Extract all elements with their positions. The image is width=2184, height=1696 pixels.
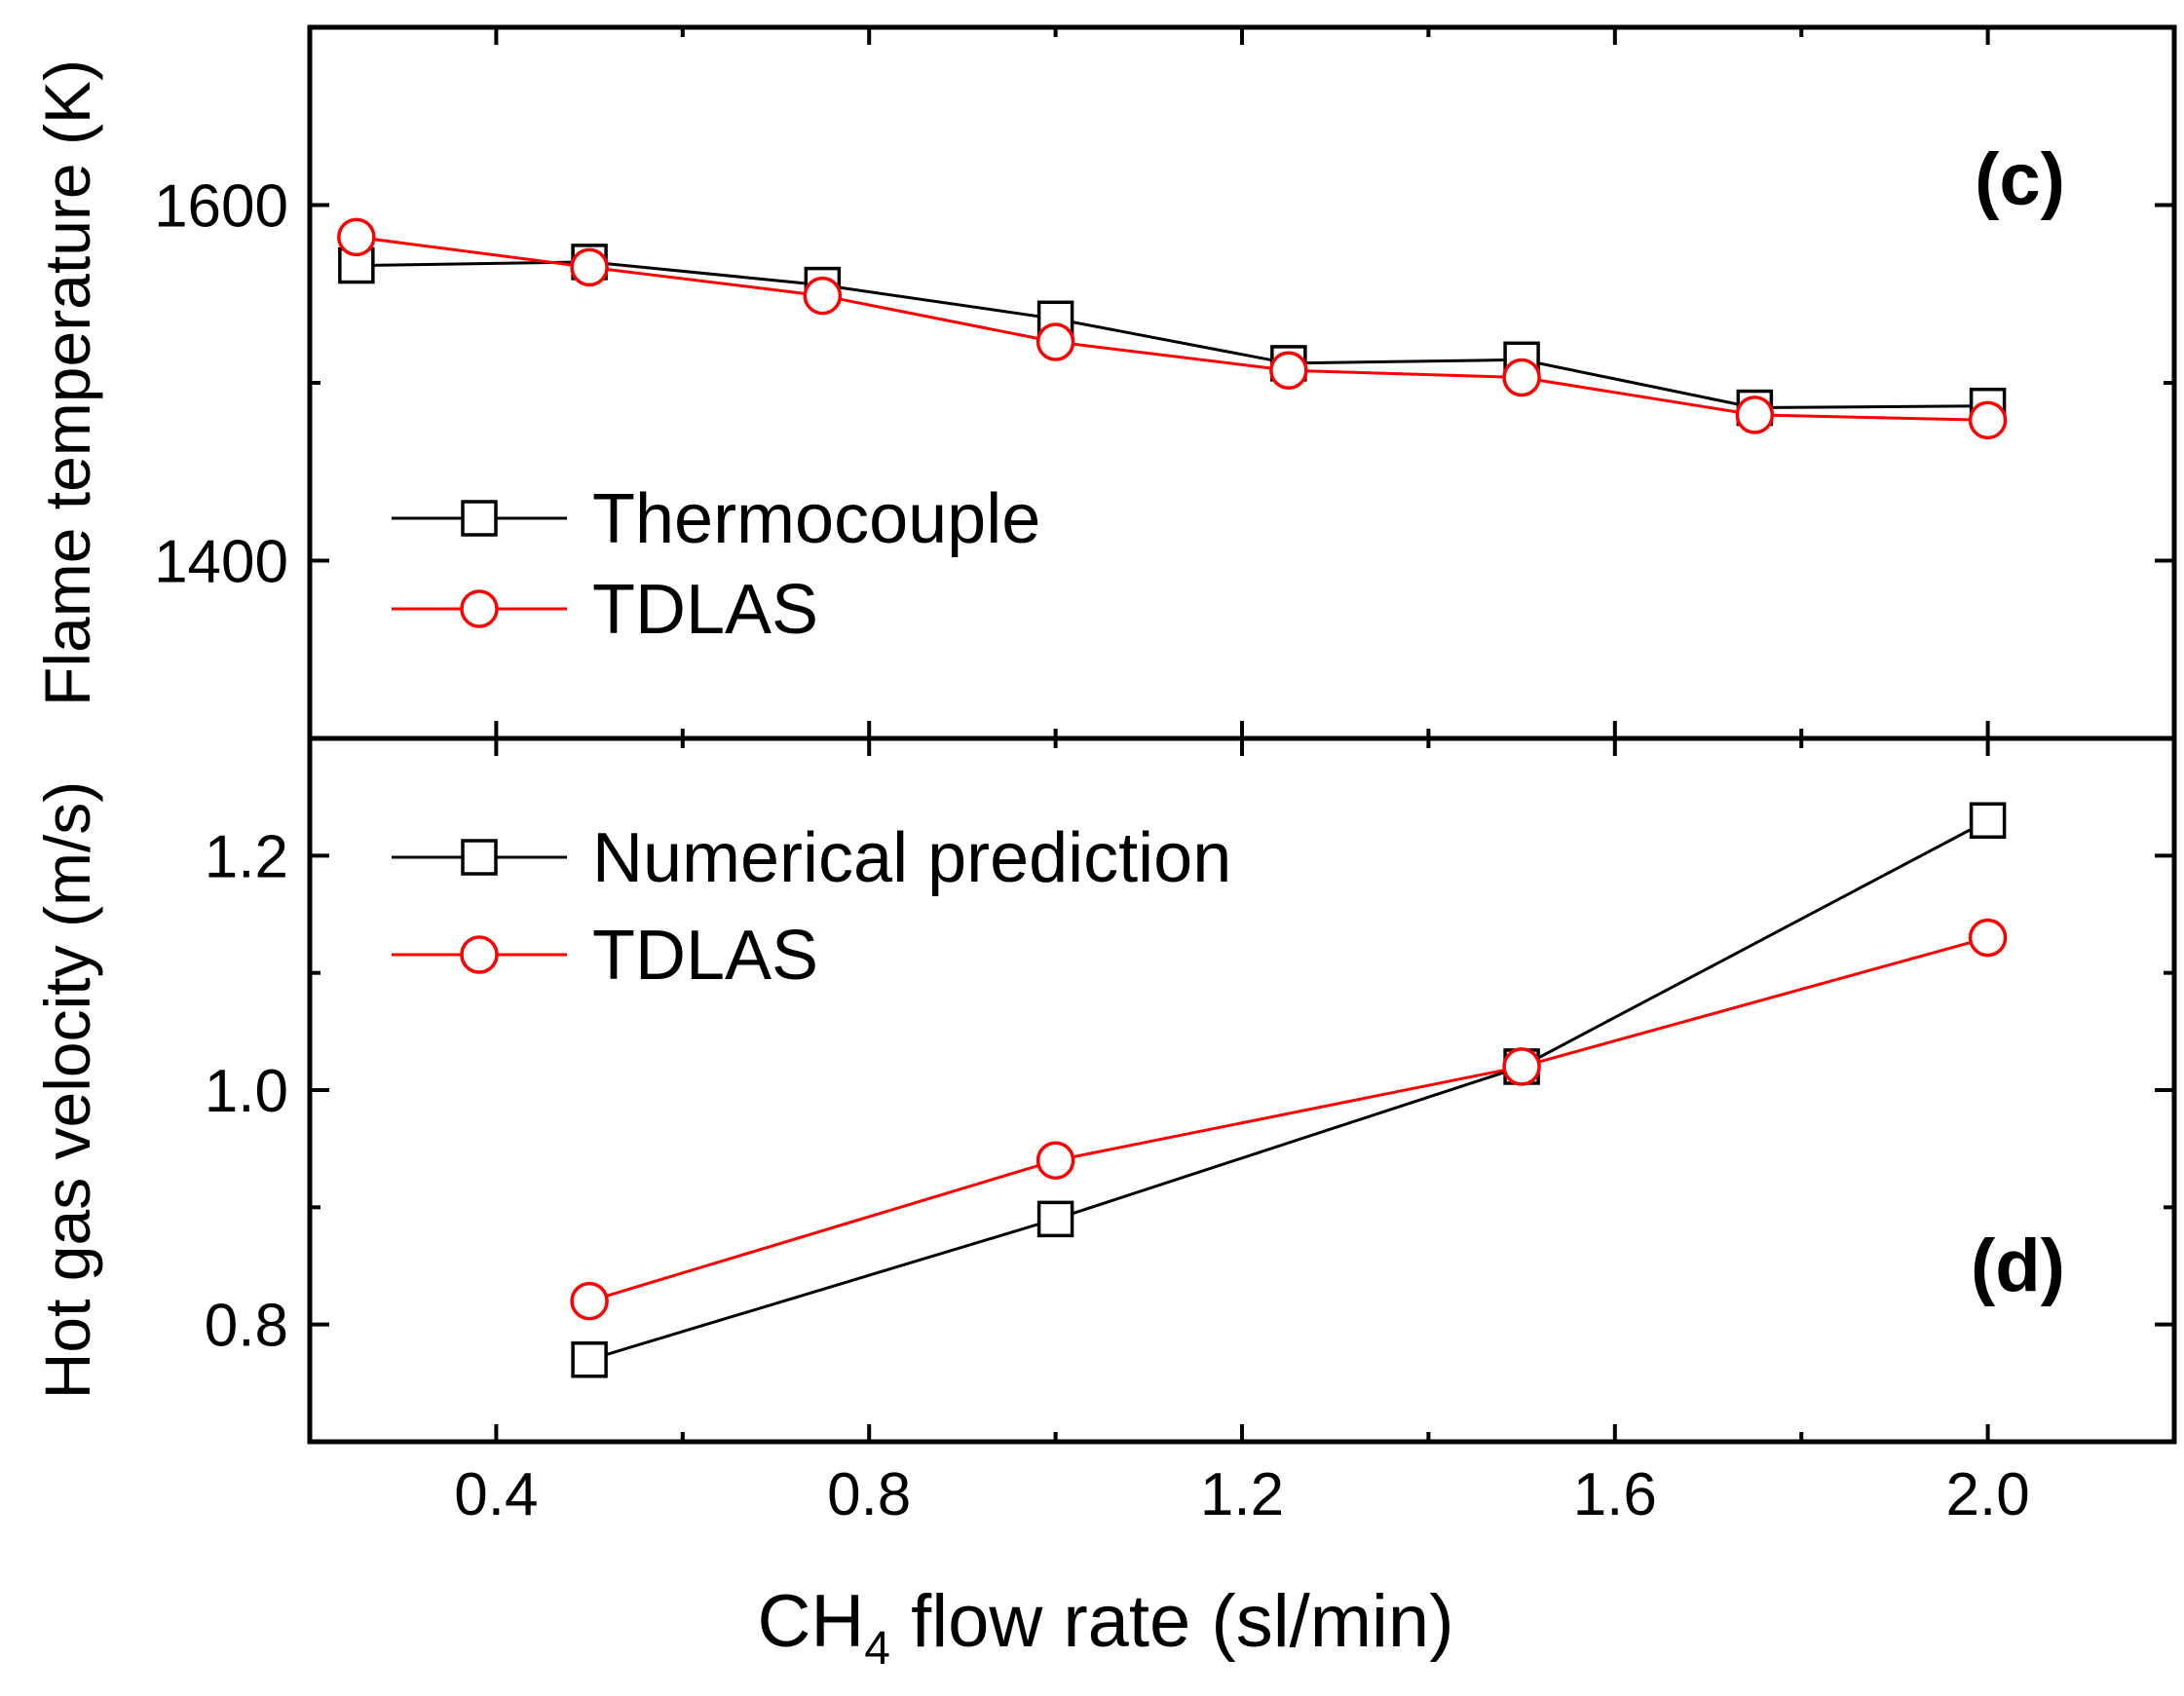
temperature-panel: 1400 1600 Flame temperature (K) (c) Therm… (31, 24, 2177, 741)
circle-marker (1968, 918, 2008, 958)
legend-entry-label: Thermocouple (592, 480, 1040, 558)
circle-marker (337, 217, 376, 257)
x-axis-tick-labels: 0.4 0.8 1.2 1.6 2.0 (454, 1461, 2029, 1528)
circle-marker (803, 276, 843, 316)
velocity-panel: 0.8 1.0 1.2 Hot gas velocity (m/s) (d) Num… (31, 735, 2177, 1445)
temperature-marks (337, 217, 2008, 440)
circle-marker (1502, 1047, 1541, 1086)
square-marker (1036, 1200, 1074, 1238)
series-line (588, 818, 1989, 1362)
circle-marker (1502, 358, 1541, 397)
velocity-legend: Numerical prediction TDLAS (392, 819, 1231, 995)
legend-entry-label: TDLAS (592, 571, 818, 649)
x-axis-label: CH4 flow rate (sl/min) (757, 1580, 1453, 1675)
circle-marker (570, 247, 609, 287)
temperature-legend: Thermocouple TDLAS (392, 480, 1040, 649)
y-tick-label: 1600 (154, 173, 288, 241)
x-axis-label-rest: flow rate (sl/min) (890, 1580, 1454, 1663)
y-tick-label: 1400 (154, 529, 288, 596)
circle-marker (1036, 1141, 1075, 1180)
y-tick-label: 1.2 (205, 823, 288, 890)
x-tick-label: 1.2 (1200, 1461, 1284, 1528)
temperature-y-axis-label: Flame temperature (K) (31, 59, 103, 706)
circle-marker (570, 1281, 609, 1321)
series-line (356, 235, 1988, 422)
legend-square-marker (461, 839, 498, 876)
x-axis-label-main: CH (757, 1580, 864, 1663)
velocity-y-axis-label: Hot gas velocity (m/s) (31, 781, 103, 1399)
velocity-marks (570, 802, 2008, 1378)
temperature-ticks: 1400 1600 (154, 27, 2174, 738)
x-tick-label: 2.0 (1945, 1461, 2029, 1528)
x-tick-label: 0.4 (454, 1461, 538, 1528)
circle-marker (1036, 322, 1075, 361)
panel-label-d: (d) (1971, 1225, 2065, 1307)
legend-entry-label: TDLAS (592, 917, 818, 995)
square-marker (1969, 802, 2007, 839)
circle-marker (1968, 400, 2008, 440)
legend-circle-marker (460, 935, 499, 974)
x-tick-label: 0.8 (827, 1461, 911, 1528)
square-marker (571, 1341, 608, 1378)
legend-entry-label: Numerical prediction (592, 819, 1231, 897)
panel-label-c: (c) (1975, 138, 2065, 221)
legend-square-marker (461, 500, 498, 537)
series-line (356, 260, 1988, 410)
circle-marker (1735, 396, 1775, 434)
series-line (588, 936, 1988, 1303)
x-tick-label: 1.6 (1573, 1461, 1657, 1528)
x-axis-label-subscript: 4 (864, 1623, 890, 1675)
velocity-ticks: 0.8 1.0 1.2 (205, 738, 2174, 1442)
y-tick-label: 1.0 (205, 1058, 288, 1125)
y-tick-label: 0.8 (205, 1293, 288, 1360)
circle-marker (1269, 351, 1308, 390)
legend-circle-marker (460, 589, 499, 628)
